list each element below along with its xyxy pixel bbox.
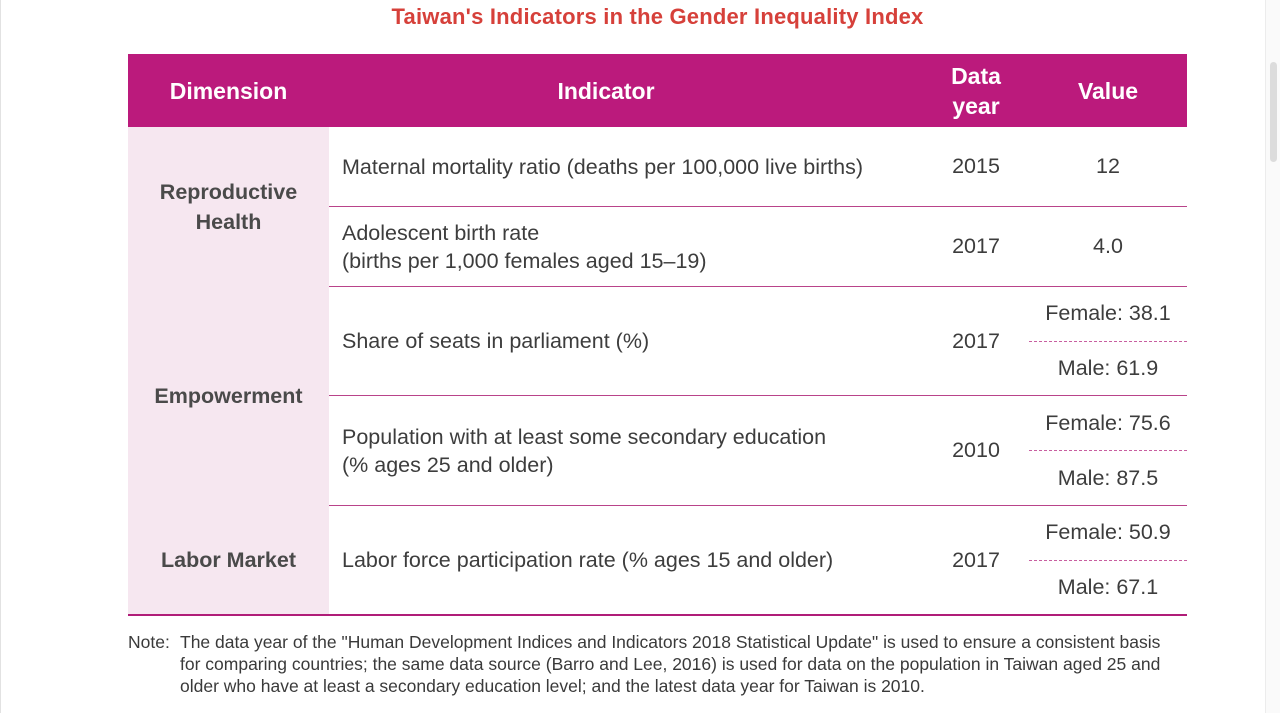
value-cell: 12: [1029, 127, 1187, 207]
year-cell: 2015: [923, 127, 1029, 207]
footnote-label: Note:: [128, 632, 170, 652]
female-value: Female: 75.6: [1029, 396, 1187, 451]
year-cell: 2017: [923, 505, 1029, 616]
header-dimension: Dimension: [128, 54, 329, 127]
male-value: Male: 61.9: [1057, 355, 1159, 380]
value-cell: Female: 50.9 Male: 67.1: [1029, 505, 1187, 616]
page-title: Taiwan's Indicators in the Gender Inequa…: [391, 4, 924, 29]
value-cell: Female: 38.1 Male: 61.9: [1029, 286, 1187, 396]
male-value: Male: 67.1: [1057, 574, 1159, 599]
table-row: Population with at least some secondary …: [128, 395, 1187, 506]
scrollbar-thumb[interactable]: [1270, 62, 1277, 162]
indicator-cell: Population with at least some secondary …: [329, 395, 923, 506]
table-row: Labor Market Labor force participation r…: [128, 505, 1187, 616]
footnote-text: The data year of the "Human Development …: [180, 632, 1161, 696]
indicator-line2: (% ages 25 and older): [342, 452, 554, 477]
vertical-scrollbar[interactable]: [1265, 0, 1280, 713]
value-cell: Female: 75.6 Male: 87.5: [1029, 395, 1187, 506]
dimension-empowerment: Empowerment: [128, 286, 329, 506]
table-header-row: Dimension Indicator Data year Value: [128, 54, 1187, 127]
indicator-line1: Population with at least some secondary …: [342, 424, 827, 449]
indicator-cell: Adolescent birth rate (births per 1,000 …: [329, 206, 923, 287]
indicator-line1: Adolescent birth rate: [342, 220, 540, 245]
gii-indicators-table: Dimension Indicator Data year Value Repr…: [128, 54, 1187, 616]
header-data-year-line1: Data: [951, 62, 1001, 89]
indicator-line2: (births per 1,000 females aged 15–19): [342, 248, 707, 273]
dimension-reproductive-line1: Reproductive: [159, 179, 298, 204]
indicator-cell: Share of seats in parliament (%): [329, 286, 923, 396]
table-row: Reproductive Health Maternal mortality r…: [128, 127, 1187, 287]
header-data-year: Data year: [923, 54, 1029, 127]
header-data-year-line2: year: [952, 92, 1000, 119]
header-value: Value: [1029, 54, 1187, 127]
indicator-cell: Labor force participation rate (% ages 1…: [329, 505, 923, 616]
dimension-labor-market: Labor Market: [128, 505, 329, 616]
indicator-cell: Maternal mortality ratio (deaths per 100…: [329, 127, 923, 207]
female-value: Female: 38.1: [1029, 287, 1187, 342]
dimension-reproductive-health: Reproductive Health: [128, 127, 329, 287]
year-cell: 2017: [923, 206, 1029, 287]
year-cell: 2017: [923, 286, 1029, 396]
value-cell: 4.0: [1029, 206, 1187, 287]
female-value: Female: 50.9: [1029, 506, 1187, 561]
male-value: Male: 87.5: [1057, 465, 1159, 490]
table-row: Empowerment Share of seats in parliament…: [128, 286, 1187, 506]
page-left-border: [0, 0, 1, 713]
header-indicator: Indicator: [329, 54, 923, 127]
year-cell: 2010: [923, 395, 1029, 506]
dimension-reproductive-line2: Health: [195, 209, 262, 234]
table-row: Adolescent birth rate (births per 1,000 …: [128, 206, 1187, 287]
